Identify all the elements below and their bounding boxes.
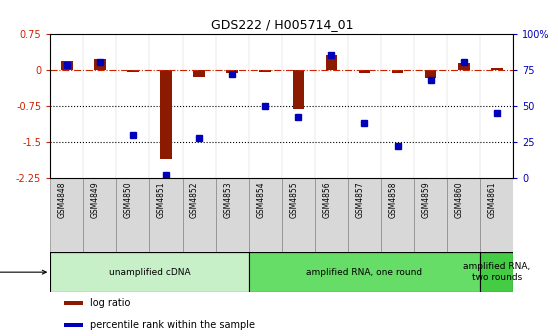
Text: GSM4852: GSM4852 xyxy=(190,182,199,218)
Bar xyxy=(447,178,480,252)
Bar xyxy=(458,64,469,70)
Text: GSM4851: GSM4851 xyxy=(157,182,166,218)
Bar xyxy=(215,178,249,252)
Text: GSM4860: GSM4860 xyxy=(455,182,464,218)
Bar xyxy=(392,70,403,73)
Bar xyxy=(227,70,238,73)
Bar xyxy=(491,68,503,70)
Bar xyxy=(249,252,480,292)
Bar xyxy=(117,178,150,252)
Bar xyxy=(50,252,249,292)
Text: amplified RNA, one round: amplified RNA, one round xyxy=(306,268,422,277)
Bar xyxy=(425,70,436,78)
Text: log ratio: log ratio xyxy=(90,298,130,308)
Bar xyxy=(127,70,139,72)
Bar xyxy=(259,70,271,72)
Bar xyxy=(315,178,348,252)
Text: GSM4853: GSM4853 xyxy=(223,182,232,218)
Text: GSM4850: GSM4850 xyxy=(124,182,133,218)
Bar xyxy=(182,178,215,252)
Bar xyxy=(94,59,105,70)
Bar xyxy=(480,252,513,292)
Title: GDS222 / H005714_01: GDS222 / H005714_01 xyxy=(210,18,353,31)
Bar xyxy=(50,178,83,252)
Text: GSM4861: GSM4861 xyxy=(488,182,497,218)
Bar xyxy=(381,178,414,252)
Text: GSM4855: GSM4855 xyxy=(290,182,299,218)
Bar xyxy=(61,61,73,70)
Text: GSM4858: GSM4858 xyxy=(388,182,397,218)
Bar xyxy=(326,55,337,70)
Bar xyxy=(292,70,304,109)
Bar xyxy=(150,178,182,252)
Bar xyxy=(64,301,83,305)
Text: percentile rank within the sample: percentile rank within the sample xyxy=(90,320,254,330)
Bar xyxy=(359,70,371,73)
Text: GSM4854: GSM4854 xyxy=(256,182,265,218)
Text: protocol: protocol xyxy=(0,267,46,277)
Text: GSM4859: GSM4859 xyxy=(422,182,431,218)
Bar xyxy=(160,70,172,159)
Bar xyxy=(83,178,117,252)
Bar xyxy=(249,178,282,252)
Text: GSM4848: GSM4848 xyxy=(58,182,67,218)
Text: amplified RNA,
two rounds: amplified RNA, two rounds xyxy=(463,262,531,282)
Bar xyxy=(414,178,447,252)
Text: GSM4856: GSM4856 xyxy=(323,182,331,218)
Bar xyxy=(193,70,205,77)
Bar xyxy=(480,178,513,252)
Bar xyxy=(348,178,381,252)
Text: unamplified cDNA: unamplified cDNA xyxy=(109,268,190,277)
Bar xyxy=(282,178,315,252)
Bar xyxy=(64,323,83,327)
Text: GSM4857: GSM4857 xyxy=(355,182,364,218)
Text: GSM4849: GSM4849 xyxy=(91,182,100,218)
